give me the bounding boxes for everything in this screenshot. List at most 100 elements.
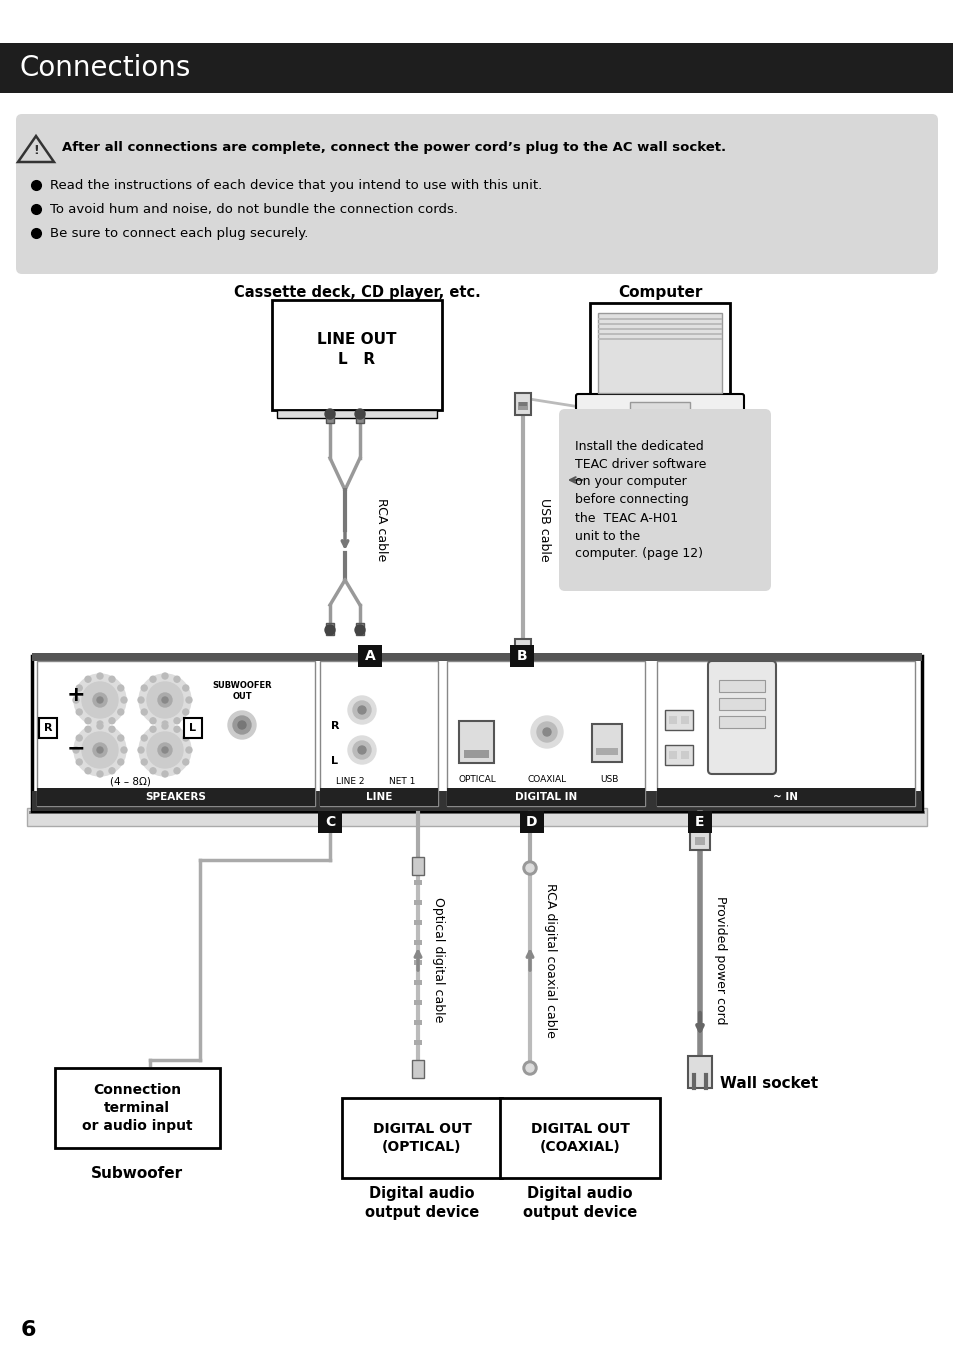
Circle shape — [531, 716, 562, 747]
Bar — [317, 811, 341, 833]
Circle shape — [97, 720, 103, 727]
Bar — [519, 811, 543, 833]
Text: LINE 2: LINE 2 — [335, 776, 364, 785]
Circle shape — [73, 747, 79, 753]
Bar — [598, 318, 721, 320]
Bar — [598, 324, 721, 325]
Bar — [55, 1068, 220, 1148]
Bar — [29, 811, 924, 814]
Bar — [589, 303, 729, 398]
Bar — [414, 880, 421, 886]
Circle shape — [97, 697, 103, 703]
Text: Optical digital cable: Optical digital cable — [432, 898, 444, 1022]
Circle shape — [150, 676, 156, 682]
Bar — [326, 623, 334, 635]
Bar — [515, 393, 531, 414]
Circle shape — [162, 723, 168, 728]
Circle shape — [97, 747, 103, 753]
Circle shape — [183, 760, 189, 765]
FancyBboxPatch shape — [558, 409, 770, 590]
Circle shape — [92, 743, 107, 757]
Circle shape — [92, 693, 107, 707]
Circle shape — [150, 768, 156, 773]
Circle shape — [147, 682, 183, 718]
Circle shape — [85, 676, 91, 682]
Bar — [458, 720, 494, 764]
Circle shape — [162, 770, 168, 777]
Circle shape — [109, 676, 115, 682]
Circle shape — [82, 733, 118, 768]
FancyBboxPatch shape — [576, 394, 743, 418]
Text: Digital audio
output device: Digital audio output device — [522, 1186, 637, 1220]
Circle shape — [542, 728, 551, 737]
Bar — [412, 1060, 423, 1078]
Bar — [510, 645, 534, 668]
Circle shape — [348, 696, 375, 724]
Circle shape — [162, 697, 168, 703]
Circle shape — [162, 747, 168, 753]
Text: USB: USB — [599, 776, 618, 784]
Circle shape — [147, 733, 183, 768]
Bar — [414, 1001, 421, 1005]
Text: DIGITAL OUT
(OPTICAL): DIGITAL OUT (OPTICAL) — [373, 1122, 471, 1154]
Bar — [664, 709, 692, 730]
Text: COAXIAL: COAXIAL — [527, 776, 566, 784]
Bar — [689, 822, 709, 850]
Bar — [32, 653, 921, 661]
Text: ~ IN: ~ IN — [773, 792, 798, 802]
Bar — [668, 716, 677, 724]
Text: Cassette deck, CD player, etc.: Cassette deck, CD player, etc. — [233, 284, 480, 299]
Bar — [184, 718, 202, 738]
Bar — [719, 699, 764, 709]
Text: D: D — [526, 815, 537, 829]
Circle shape — [525, 1064, 534, 1072]
Bar — [598, 338, 721, 340]
Bar — [517, 647, 527, 653]
Bar — [357, 645, 381, 668]
Bar — [598, 333, 721, 334]
Text: Be sure to connect each plug securely.: Be sure to connect each plug securely. — [50, 226, 308, 240]
Circle shape — [139, 674, 191, 726]
Bar — [27, 808, 926, 826]
Bar — [412, 857, 423, 875]
Bar — [0, 43, 953, 93]
Bar — [463, 750, 489, 758]
Circle shape — [325, 409, 335, 418]
Circle shape — [355, 409, 365, 418]
Text: E: E — [695, 815, 704, 829]
Circle shape — [522, 861, 537, 875]
Text: Digital audio
output device: Digital audio output device — [364, 1186, 478, 1220]
Bar — [32, 655, 921, 811]
Text: L: L — [190, 723, 196, 733]
Bar — [37, 661, 314, 806]
Circle shape — [186, 747, 192, 753]
Bar — [657, 788, 914, 806]
Circle shape — [183, 735, 189, 741]
Circle shape — [117, 709, 124, 715]
Circle shape — [109, 726, 115, 733]
Circle shape — [355, 626, 365, 635]
Circle shape — [138, 747, 144, 753]
Circle shape — [537, 722, 557, 742]
Circle shape — [76, 760, 82, 765]
Circle shape — [186, 697, 192, 703]
Text: DIGITAL OUT
(COAXIAL): DIGITAL OUT (COAXIAL) — [530, 1122, 629, 1154]
Text: A: A — [364, 649, 375, 663]
Circle shape — [109, 768, 115, 773]
Circle shape — [357, 705, 366, 714]
Bar — [657, 661, 914, 806]
Circle shape — [158, 693, 172, 707]
Text: !: ! — [33, 144, 39, 157]
Text: L   R: L R — [338, 352, 375, 367]
Circle shape — [138, 697, 144, 703]
Bar — [680, 716, 688, 724]
Bar — [598, 328, 721, 330]
Bar — [447, 661, 644, 806]
Circle shape — [74, 724, 126, 776]
Bar — [447, 788, 644, 806]
Circle shape — [85, 726, 91, 733]
Circle shape — [109, 718, 115, 724]
Circle shape — [173, 726, 180, 733]
Bar — [414, 919, 421, 925]
Text: +: + — [67, 685, 85, 705]
